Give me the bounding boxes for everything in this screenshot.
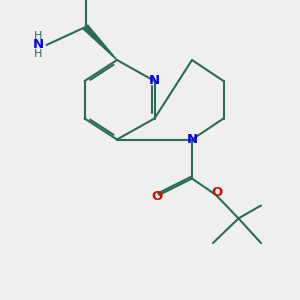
- Text: N: N: [32, 38, 44, 52]
- Text: N: N: [186, 133, 198, 146]
- Text: O: O: [152, 190, 163, 203]
- Polygon shape: [83, 25, 117, 60]
- Text: H: H: [34, 49, 42, 59]
- Text: H: H: [34, 31, 42, 41]
- Text: N: N: [149, 74, 160, 88]
- Text: O: O: [212, 186, 223, 199]
